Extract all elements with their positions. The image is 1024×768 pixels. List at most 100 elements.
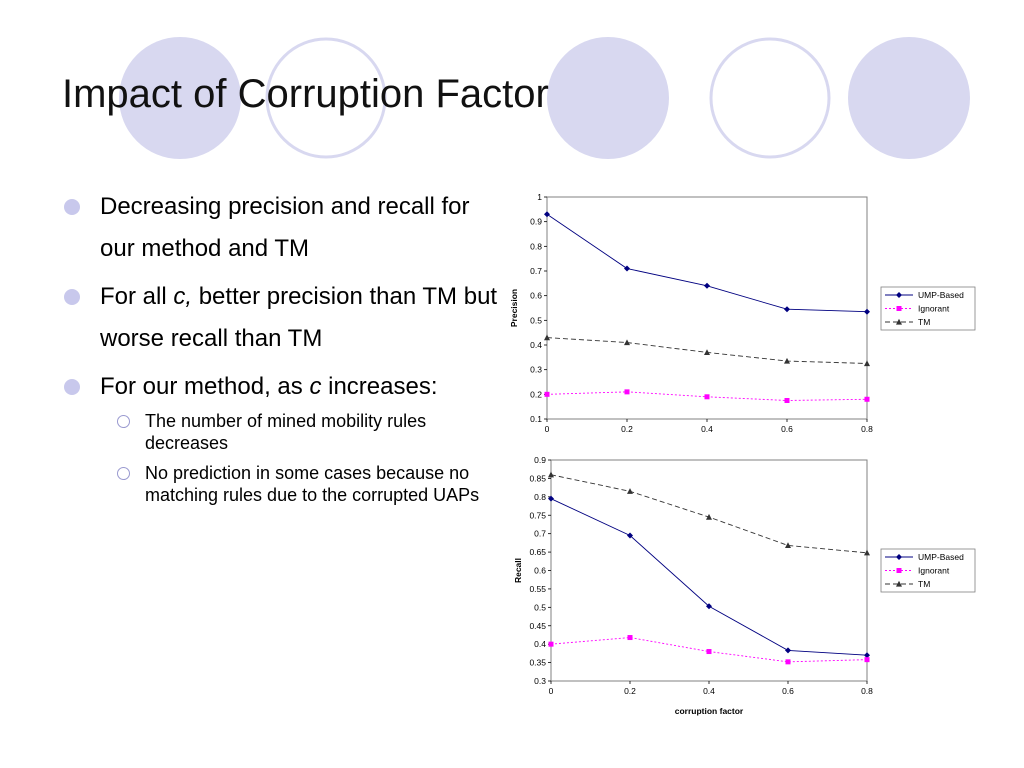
x-tick-label: 0: [549, 686, 554, 696]
marker-triangle: [627, 488, 633, 494]
decorative-circles: [119, 37, 970, 159]
bullet-dot-icon: [64, 379, 80, 395]
precision-chart: 0.1 0.2 0.3 0.4 0.5 0.6 0.7 0.8 0.9 1 0 0.2 0.4 0.6 0.…: [509, 192, 976, 434]
outline-circle: [265, 37, 387, 159]
marker-square: [864, 396, 870, 402]
legend-label: Ignorant: [918, 304, 950, 314]
bullet-item: For our method, as c increases: The numb…: [62, 366, 502, 506]
x-tick-label: 0.4: [703, 686, 715, 696]
sub-bullet-item: No prediction in some cases because no m…: [100, 462, 502, 506]
marker-square: [785, 659, 791, 665]
filled-circle: [119, 37, 241, 159]
marker-square: [548, 641, 554, 647]
x-tick-label: 0.2: [624, 686, 636, 696]
marker-square: [896, 306, 902, 311]
bullet-text-part: For all: [100, 283, 174, 310]
marker-triangle: [704, 349, 710, 355]
sub-bullet-item: The number of mined mobility rules decre…: [100, 410, 502, 454]
marker-triangle: [706, 513, 712, 520]
marker-diamond: [864, 308, 870, 315]
marker-square: [627, 635, 633, 641]
legend-label: UMP-Based: [918, 552, 964, 562]
marker-triangle: [624, 339, 630, 346]
legend: UMP-Based Ignorant TM: [880, 548, 976, 593]
x-axis-label: corruption factor: [675, 706, 744, 716]
y-tick-label: 0.6: [534, 566, 546, 576]
y-axis-label: Precision: [509, 289, 519, 327]
bullet-ring-icon: [117, 415, 130, 428]
legend-label: TM: [918, 317, 930, 327]
y-tick-label: 1: [537, 192, 542, 202]
bullet-text-part: For our method, as: [100, 373, 310, 400]
y-tick-label: 0.1: [530, 414, 542, 424]
marker-diamond: [864, 652, 870, 659]
y-tick-label: 0.6: [530, 291, 542, 301]
marker-diamond: [896, 554, 902, 560]
bullet-list: Decreasing precision and recall for our …: [62, 186, 502, 514]
y-tick-label: 0.3: [534, 676, 546, 686]
legend-label: TM: [918, 579, 930, 589]
y-tick-label: 0.8: [534, 492, 546, 502]
y-tick-label: 0.3: [530, 365, 542, 375]
bullet-text: Decreasing precision and recall for our …: [100, 193, 470, 262]
marker-square: [896, 568, 902, 573]
y-tick-label: 0.35: [529, 658, 546, 668]
y-tick-label: 0.5: [530, 315, 542, 325]
marker-square: [544, 391, 550, 397]
filled-circle: [848, 37, 970, 159]
marker-square: [864, 657, 870, 663]
marker-square: [706, 649, 712, 655]
plot-area: [546, 196, 868, 420]
y-tick-label: 0.7: [530, 266, 542, 276]
bullet-text-part: increases:: [321, 373, 438, 400]
marker-triangle: [785, 542, 791, 549]
bullet-dot-icon: [64, 199, 80, 215]
plot-area: [550, 459, 868, 682]
x-tick-label: 0.2: [621, 424, 633, 434]
marker-triangle: [864, 360, 870, 367]
marker-square: [624, 389, 630, 395]
legend: UMP-Based Ignorant TM: [880, 286, 976, 331]
slide-title: Impact of Corruption Factor: [62, 72, 549, 116]
marker-diamond: [627, 532, 633, 539]
sub-bullet-list: The number of mined mobility rules decre…: [100, 410, 502, 506]
y-tick-label: 0.45: [529, 621, 546, 631]
outline-circle: [709, 37, 831, 159]
marker-diamond: [706, 603, 712, 610]
x-tick-label: 0.4: [701, 424, 713, 434]
y-tick-label: 0.7: [534, 529, 546, 539]
marker-diamond: [544, 211, 550, 218]
y-tick-label: 0.9: [534, 455, 546, 465]
marker-diamond: [704, 282, 710, 289]
y-tick-label: 0.85: [529, 473, 546, 483]
sub-bullet-text: The number of mined mobility rules decre…: [145, 411, 427, 453]
bullet-text-part: better precision than TM but worse recal…: [100, 283, 498, 352]
y-tick-label: 0.55: [529, 584, 546, 594]
marker-triangle: [896, 318, 902, 325]
legend-label: Ignorant: [918, 566, 950, 576]
y-tick-label: 0.4: [534, 639, 546, 649]
bullet-text-italic: c,: [173, 283, 193, 310]
filled-circle: [547, 37, 669, 159]
marker-triangle: [548, 471, 554, 478]
y-tick-label: 0.65: [529, 547, 546, 557]
marker-diamond: [624, 265, 630, 272]
bullet-text-italic: c: [309, 373, 322, 400]
x-tick-label: 0: [545, 424, 550, 434]
bullet-item: For all c, better precision than TM but …: [62, 276, 502, 360]
bullet-item: Decreasing precision and recall for our …: [62, 186, 502, 270]
marker-triangle: [784, 357, 790, 364]
marker-diamond: [896, 292, 902, 298]
marker-square: [784, 398, 790, 403]
marker-triangle: [544, 334, 550, 341]
marker-diamond: [785, 647, 791, 654]
x-tick-label: 0.6: [781, 424, 793, 434]
x-tick-label: 0.8: [861, 424, 873, 434]
y-tick-label: 0.5: [534, 602, 546, 612]
legend-label: UMP-Based: [918, 290, 964, 300]
marker-triangle: [864, 549, 870, 556]
marker-diamond: [548, 495, 554, 502]
recall-chart: 0.3 0.35 0.4 0.45 0.5 0.55 0.6 0.65 0.7 0.75 0.8 0.…: [513, 455, 976, 716]
y-axis-label: Recall: [513, 558, 523, 583]
y-tick-label: 0.75: [529, 510, 546, 520]
